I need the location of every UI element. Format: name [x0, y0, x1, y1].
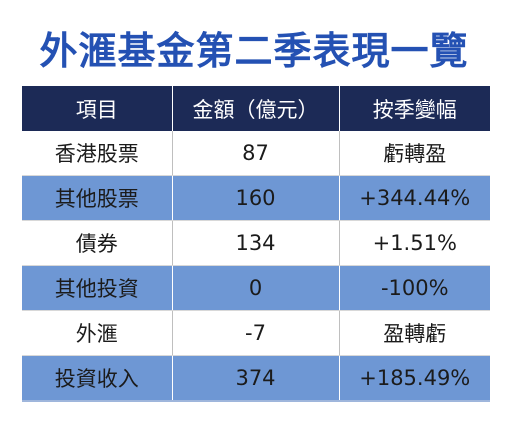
cell-amount: 374	[172, 355, 340, 402]
table-body: 香港股票 87 虧轉盈 其他股票 160 +344.44% 債券 134 +1.…	[22, 131, 490, 402]
cell-item: 香港股票	[22, 131, 173, 176]
cell-change: 盈轉虧	[339, 310, 490, 356]
cell-amount: 160	[172, 175, 340, 221]
table-row: 其他股票 160 +344.44%	[22, 175, 490, 221]
cell-item: 投資收入	[22, 355, 173, 402]
header-amount: 金額（億元）	[172, 86, 340, 131]
cell-amount: 134	[172, 220, 340, 266]
table-row: 其他投資 0 -100%	[22, 265, 490, 311]
cell-amount: 0	[172, 265, 340, 311]
page-title: 外滙基金第二季表現一覽	[39, 28, 469, 73]
cell-item: 外滙	[22, 310, 173, 356]
header-item: 項目	[22, 86, 173, 131]
table-row: 債券 134 +1.51%	[22, 220, 490, 266]
cell-amount: -7	[172, 310, 340, 356]
cell-change: +344.44%	[339, 175, 490, 221]
cell-item: 債券	[22, 220, 173, 266]
table-row: 香港股票 87 虧轉盈	[22, 131, 490, 176]
header-quarterly-change: 按季變幅	[339, 86, 490, 131]
table-row: 投資收入 374 +185.49%	[22, 355, 490, 402]
cell-change: +185.49%	[339, 355, 490, 402]
cell-change: +1.51%	[339, 220, 490, 266]
table-row: 外滙 -7 盈轉虧	[22, 310, 490, 356]
table-header: 項目 金額（億元） 按季變幅	[22, 86, 490, 131]
cell-amount: 87	[172, 131, 340, 176]
fund-performance-table: 項目 金額（億元） 按季變幅 香港股票 87 虧轉盈 其他股票 160 +344…	[22, 86, 490, 402]
cell-item: 其他股票	[22, 175, 173, 221]
header-row: 項目 金額（億元） 按季變幅	[22, 86, 490, 131]
cell-change: 虧轉盈	[339, 131, 490, 176]
cell-change: -100%	[339, 265, 490, 311]
cell-item: 其他投資	[22, 265, 173, 311]
fund-performance-table-wrapper: 項目 金額（億元） 按季變幅 香港股票 87 虧轉盈 其他股票 160 +344…	[22, 86, 490, 402]
